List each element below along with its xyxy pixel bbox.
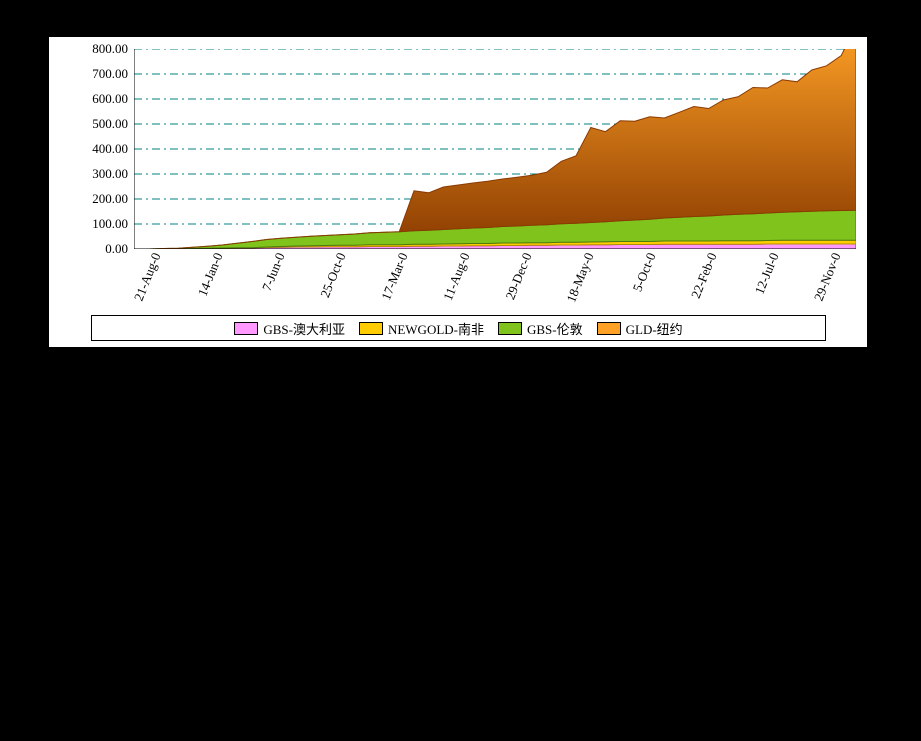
ytick-label: 600.00 [92, 91, 134, 107]
xtick-label: 11-Aug-0 [436, 249, 473, 303]
ytick-label: 0.00 [105, 241, 134, 257]
chart-svg [134, 49, 856, 249]
legend-item-gbs-aus: GBS-澳大利亚 [234, 319, 345, 338]
xtick-label: 22-Feb-0 [685, 249, 721, 301]
legend-label: GBS-澳大利亚 [263, 319, 345, 338]
ytick-label: 200.00 [92, 191, 134, 207]
legend-label: GBS-伦敦 [527, 319, 583, 338]
legend-item-gld-ny: GLD-纽约 [597, 319, 683, 338]
xtick-label: 14-Jan-0 [191, 249, 227, 299]
xtick-label: 7-Jun-0 [255, 249, 288, 293]
xtick-label: 29-Nov-0 [807, 249, 844, 303]
legend-swatch [234, 322, 258, 335]
chart-card: 0.00 100.00 200.00 300.00 400.00 500.00 600.00… [48, 36, 868, 348]
ytick-label: 500.00 [92, 116, 134, 132]
legend-swatch [359, 322, 383, 335]
legend-swatch [498, 322, 522, 335]
legend-swatch [597, 322, 621, 335]
xtick-label: 21-Aug-0 [127, 249, 164, 303]
xtick-label: 5-Oct-0 [625, 249, 659, 294]
ytick-label: 700.00 [92, 66, 134, 82]
ytick-label: 100.00 [92, 216, 134, 232]
xtick-label: 12-Jul-0 [748, 249, 783, 297]
xtick-label: 17-Mar-0 [375, 249, 412, 302]
legend-item-newgold-za: NEWGOLD-南非 [359, 319, 484, 338]
xtick-label: 18-May-0 [559, 249, 597, 305]
legend: GBS-澳大利亚 NEWGOLD-南非 GBS-伦敦 GLD-纽约 [91, 315, 826, 341]
legend-label: GLD-纽约 [626, 319, 683, 338]
plot-area: 0.00100.00200.00300.00400.00500.00600.00… [134, 49, 856, 249]
ytick-label: 800.00 [92, 41, 134, 57]
ytick-label: 400.00 [92, 141, 134, 157]
ytick-label: 300.00 [92, 166, 134, 182]
legend-item-gbs-london: GBS-伦敦 [498, 319, 583, 338]
xtick-label: 29-Dec-0 [499, 249, 536, 302]
xtick-label: 25-Oct-0 [314, 249, 350, 300]
legend-label: NEWGOLD-南非 [388, 319, 484, 338]
